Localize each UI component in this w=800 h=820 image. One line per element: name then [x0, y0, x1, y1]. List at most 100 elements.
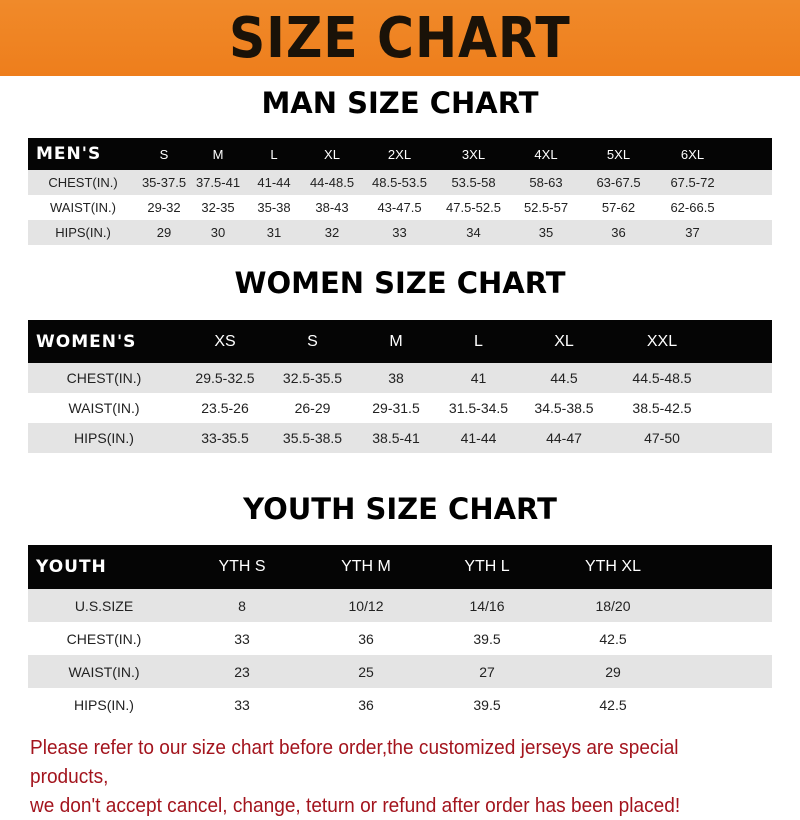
table-row: U.S.SIZE 8 10/12 14/16 18/20	[28, 589, 772, 622]
measurement-cell: 47.5-52.5	[446, 200, 501, 215]
measurement-cell: 44-48.5	[309, 175, 355, 190]
size-column-header: YTH S	[218, 558, 266, 575]
measurement-cell: 8	[238, 597, 246, 614]
men-size-table: MEN'S S M L XL 2XL 3XL 4XL 5XL 6XL CHEST(IN.) 35-3…	[28, 138, 772, 245]
measurement-cell: 34.5-38.5	[534, 400, 594, 416]
measurement-cell: 38.5-41	[372, 430, 420, 446]
size-column-header: 3XL	[461, 146, 486, 162]
size-column-header: 6XL	[680, 146, 705, 162]
row-label: CHEST(IN.)	[66, 370, 142, 386]
notice-line: we don't accept cancel, change, teturn o…	[30, 794, 681, 817]
measurement-cell: 33	[234, 696, 250, 713]
measurement-cell: 38	[388, 370, 404, 386]
measurement-cell: 44.5-48.5	[632, 370, 692, 386]
men-title: MAN SIZE CHART	[261, 86, 539, 120]
size-column-header: M	[389, 332, 403, 350]
measurement-cell: 39.5	[473, 630, 501, 647]
measurement-cell: 47-50	[644, 430, 680, 446]
measurement-cell: 31.5-34.5	[448, 400, 509, 416]
measurement-cell: 42.5	[599, 630, 627, 647]
row-spacer	[716, 423, 772, 453]
measurement-cell: 57-62	[601, 200, 636, 215]
measurement-cell: 32	[324, 225, 340, 240]
size-column-header: YTH XL	[584, 558, 641, 575]
header-spacer	[716, 320, 772, 363]
order-notice: Please refer to our size chart before or…	[30, 733, 737, 820]
measurement-cell: 41	[470, 370, 487, 386]
size-column-header: YTH L	[464, 558, 510, 575]
banner-title: SIZE CHART	[229, 5, 571, 71]
measurement-cell: 33-35.5	[201, 430, 249, 446]
measurement-cell: 34	[466, 225, 481, 240]
measurement-cell: 36	[611, 225, 626, 240]
measurement-cell: 41-44	[257, 175, 291, 190]
measurement-cell: 38.5-42.5	[632, 400, 692, 416]
size-column-header: XL	[324, 146, 340, 162]
table-header-label: MEN'S	[36, 144, 102, 164]
table-row: HIPS(IN.) 29 30 31 32 33 34 35 36 37	[28, 220, 772, 245]
measurement-cell: 38-43	[315, 200, 349, 215]
row-label: CHEST(IN.)	[48, 175, 118, 190]
measurement-cell: 42.5	[599, 696, 627, 713]
size-column-header: M	[212, 146, 224, 162]
table-row: CHEST(IN.) 33 36 39.5 42.5	[28, 622, 772, 655]
row-label: WAIST(IN.)	[50, 200, 116, 215]
measurement-cell: 67.5-72	[670, 175, 715, 190]
row-spacer	[680, 622, 772, 655]
measurement-cell: 43-47.5	[377, 200, 422, 215]
measurement-cell: 29	[605, 663, 621, 680]
size-column-header: 5XL	[606, 146, 631, 162]
measurement-cell: 35.5-38.5	[282, 430, 343, 446]
row-label: WAIST(IN.)	[68, 663, 140, 680]
table-header-label: YOUTH	[36, 557, 107, 577]
row-spacer	[680, 589, 772, 622]
table-row: WAIST(IN.) 29-32 32-35 35-38 38-43 43-47.5 47.…	[28, 195, 772, 220]
measurement-cell: 36	[358, 630, 374, 647]
measurement-cell: 41-44	[460, 430, 497, 446]
measurement-cell: 39.5	[473, 696, 501, 713]
measurement-cell: 29	[156, 225, 172, 240]
table-header-row: WOMEN'S XS S M L XL XXL	[28, 320, 772, 363]
table-row: WAIST(IN.) 23.5-26 26-29 29-31.5 31.5-34.5 34…	[28, 393, 772, 423]
measurement-cell: 53.5-58	[451, 175, 496, 190]
measurement-cell: 14/16	[469, 597, 505, 614]
size-column-header: XXL	[646, 332, 678, 350]
measurement-cell: 48.5-53.5	[372, 175, 427, 190]
row-spacer	[680, 688, 772, 721]
size-column-header: L	[270, 146, 278, 162]
measurement-cell: 18/20	[595, 597, 631, 614]
measurement-cell: 37.5-41	[195, 175, 241, 190]
row-label: CHEST(IN.)	[66, 630, 142, 647]
table-header-row: MEN'S S M L XL 2XL 3XL 4XL 5XL 6XL	[28, 138, 772, 170]
table-row: HIPS(IN.) 33 36 39.5 42.5	[28, 688, 772, 721]
measurement-cell: 32.5-35.5	[282, 370, 343, 386]
measurement-cell: 52.5-57	[523, 200, 569, 215]
table-header-label: WOMEN'S	[36, 331, 137, 352]
measurement-cell: 32-35	[201, 200, 235, 215]
size-column-header: L	[474, 332, 483, 350]
measurement-cell: 31	[266, 225, 282, 240]
size-column-header: YTH M	[341, 558, 391, 575]
banner: SIZE CHART	[0, 0, 800, 76]
row-spacer	[680, 655, 772, 688]
measurement-cell: 27	[479, 663, 495, 680]
row-label: HIPS(IN.)	[55, 225, 111, 240]
measurement-cell: 62-66.5	[670, 200, 715, 215]
size-column-header: XS	[214, 332, 236, 350]
table-row: WAIST(IN.) 23 25 27 29	[28, 655, 772, 688]
measurement-cell: 23	[234, 663, 250, 680]
notice-line: Please refer to our size chart before or…	[30, 736, 679, 788]
row-spacer	[716, 393, 772, 423]
measurement-cell: 26-29	[294, 400, 331, 416]
table-header-row: YOUTH YTH S YTH M YTH L YTH XL	[28, 545, 772, 589]
size-column-header: 4XL	[534, 146, 558, 162]
measurement-cell: 35-38	[257, 200, 291, 215]
measurement-cell: 23.5-26	[201, 400, 249, 416]
row-label: HIPS(IN.)	[74, 696, 134, 713]
youth-size-table: YOUTH YTH S YTH M YTH L YTH XL U.S.SIZE 8 10/1…	[28, 545, 772, 721]
measurement-cell: 29-31.5	[372, 400, 420, 416]
row-label: U.S.SIZE	[74, 597, 134, 614]
size-column-header: 2XL	[387, 146, 412, 162]
measurement-cell: 33	[234, 630, 250, 647]
measurement-cell: 29.5-32.5	[195, 370, 255, 386]
